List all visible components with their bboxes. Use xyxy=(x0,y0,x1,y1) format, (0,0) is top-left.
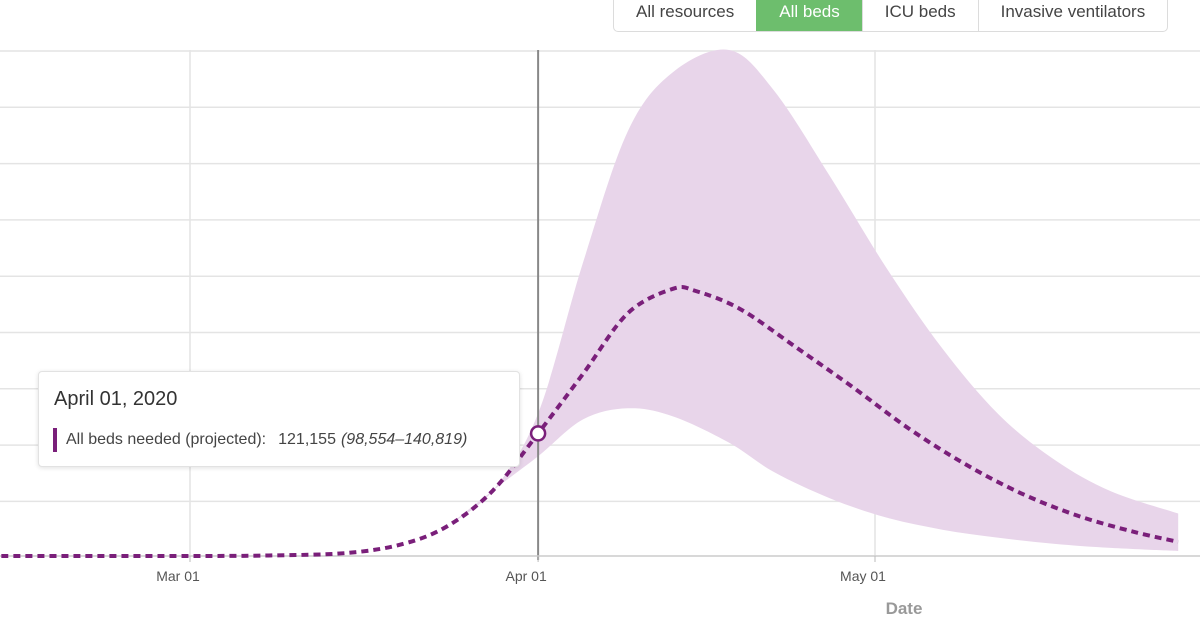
tooltip-series-label: All beds needed (projected): xyxy=(66,431,267,448)
x-tick-label: May 01 xyxy=(840,568,886,584)
x-tick-label: Apr 01 xyxy=(505,568,546,584)
series-line-all-beds xyxy=(0,284,1179,559)
tooltip-value: 121,155 xyxy=(278,431,336,448)
x-tick-label: Mar 01 xyxy=(156,568,200,584)
x-axis-label: Date xyxy=(886,599,923,618)
tooltip-date: April 01, 2020 xyxy=(54,388,178,410)
tooltip-row: All beds needed (projected): 121,155 (98… xyxy=(53,428,467,452)
series-swatch xyxy=(53,428,57,452)
tab-all-beds[interactable]: All beds xyxy=(756,0,862,31)
tooltip-range: (98,554–140,819) xyxy=(340,431,468,448)
tooltip: April 01, 2020 All beds needed (projecte… xyxy=(38,371,520,467)
tab-icu-beds[interactable]: ICU beds xyxy=(861,0,978,31)
tab-invasive-ventilators[interactable]: Invasive ventilators xyxy=(977,0,1168,31)
x-axis-ticks: Mar 01 Apr 01 May 01 xyxy=(156,556,886,584)
hover-point[interactable] xyxy=(529,425,547,442)
tab-all-resources[interactable]: All resources xyxy=(636,2,735,21)
resource-tabs: All resources All beds ICU beds Invasive… xyxy=(613,0,1169,32)
uncertainty-band xyxy=(448,49,1179,551)
